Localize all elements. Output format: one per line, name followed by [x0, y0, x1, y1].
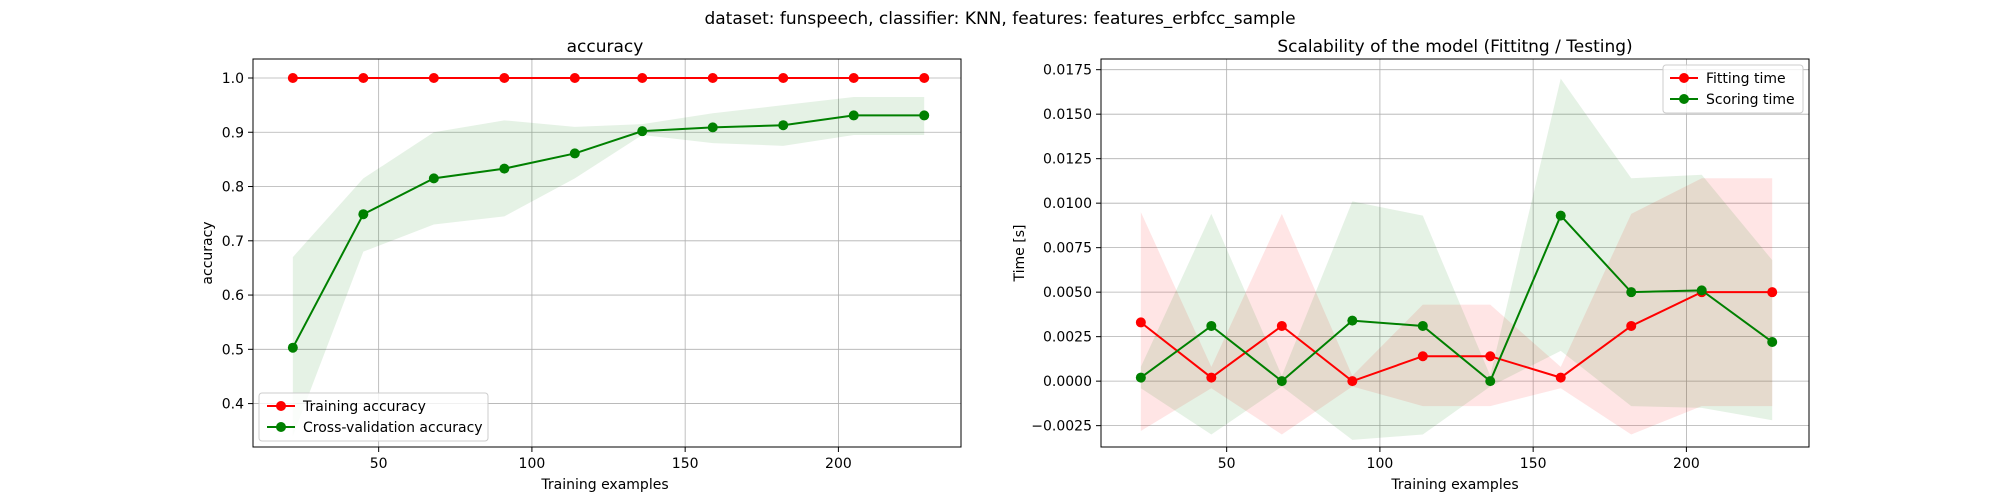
scalability-subplot-title: Scalability of the model (Fittitng / Tes… — [1277, 37, 1632, 57]
cross-validation-accuracy-point — [287, 342, 298, 353]
cross-validation-accuracy-point — [358, 209, 369, 220]
scalability-legend: Fitting time Scoring time — [1662, 64, 1804, 114]
scoring-time-band — [1140, 78, 1773, 440]
training-accuracy-point — [637, 72, 648, 83]
scoring-time-point — [1417, 320, 1428, 331]
training-accuracy-point — [919, 72, 930, 83]
fitting-time-point — [1626, 320, 1637, 331]
scalability-y-tick-label: 0.0100 — [1043, 196, 1092, 212]
accuracy-series-lines — [287, 72, 930, 353]
cross-validation-accuracy-point — [499, 163, 510, 174]
fitting-time-point — [1135, 317, 1146, 328]
scalability-x-tick-label: 150 — [1520, 456, 1547, 472]
accuracy-legend: Training accuracy Cross-validation accur… — [258, 392, 489, 442]
training-accuracy-point — [778, 72, 789, 83]
fitting-time-point — [1555, 372, 1566, 383]
accuracy-y-tick-label: 0.8 — [222, 180, 244, 196]
accuracy-plot-frame — [252, 58, 962, 448]
scalability-subplot: Scalability of the model (Fittitng / Tes… — [1012, 37, 1810, 493]
cross-validation-accuracy-point — [637, 126, 648, 137]
training-accuracy-point — [358, 72, 369, 83]
scoring-time-point — [1206, 320, 1217, 331]
accuracy-y-tick-label: 0.4 — [222, 397, 244, 413]
cross-validation-accuracy-point — [707, 122, 718, 133]
scalability-y-tick-label: 0.0000 — [1043, 374, 1092, 390]
fitting-time-point — [1276, 320, 1287, 331]
legend-fitting-time-marker — [1679, 73, 1689, 83]
scoring-time-point — [1696, 285, 1707, 296]
legend-scoring-time-marker — [1679, 94, 1689, 104]
accuracy-ticks: 50 100 150 200 0.4 0.5 0.6 0.7 0.8 0.9 1.0 — [222, 71, 852, 472]
accuracy-x-tick-label: 150 — [672, 456, 699, 472]
legend-cross-validation-accuracy-marker — [276, 422, 286, 432]
scalability-confidence-bands — [1140, 78, 1773, 440]
scalability-y-tick-label: 0.0075 — [1043, 241, 1092, 257]
fitting-time-point — [1206, 372, 1217, 383]
accuracy-y-axis-label: accuracy — [200, 221, 216, 284]
cross-validation-accuracy-point — [428, 173, 439, 184]
training-accuracy-point — [707, 72, 718, 83]
scoring-time-point — [1276, 376, 1287, 387]
fitting-time-point — [1347, 376, 1358, 387]
scalability-y-axis-label: Time [s] — [1012, 225, 1028, 283]
figure-suptitle: dataset: funspeech, classifier: KNN, fea… — [704, 9, 1295, 29]
accuracy-legend-box — [258, 392, 489, 442]
scalability-x-axis-label: Training examples — [1390, 477, 1518, 493]
cross-validation-accuracy-point — [778, 120, 789, 131]
training-accuracy-point — [287, 72, 298, 83]
cross-validation-accuracy-point — [919, 110, 930, 121]
scalability-y-tick-label: −0.0025 — [1031, 419, 1092, 435]
training-accuracy-point — [848, 72, 859, 83]
cross-validation-accuracy-point — [569, 148, 580, 159]
accuracy-x-tick-label: 100 — [519, 456, 546, 472]
accuracy-x-tick-label: 200 — [825, 456, 852, 472]
training-accuracy-point — [569, 72, 580, 83]
accuracy-x-axis-label: Training examples — [540, 477, 668, 493]
cross-validation-accuracy-line — [291, 114, 925, 349]
scoring-time-line — [1140, 213, 1773, 383]
accuracy-y-tick-label: 0.7 — [222, 234, 244, 250]
accuracy-confidence-bands — [292, 96, 925, 437]
legend-training-accuracy-marker — [276, 401, 286, 411]
scoring-time-point — [1485, 376, 1496, 387]
scoring-time-point — [1555, 210, 1566, 221]
training-accuracy-point — [428, 72, 439, 83]
legend-fitting-time-label: Fitting time — [1706, 71, 1786, 87]
scalability-x-tick-label: 100 — [1367, 456, 1394, 472]
scalability-y-tick-label: 0.0025 — [1043, 330, 1092, 346]
fitting-time-point — [1485, 351, 1496, 362]
fitting-time-band — [1140, 178, 1773, 435]
accuracy-y-tick-label: 0.5 — [222, 342, 244, 358]
legend-scoring-time-label: Scoring time — [1706, 92, 1795, 108]
scalability-x-tick-label: 200 — [1673, 456, 1700, 472]
scalability-y-tick-label: 0.0050 — [1043, 285, 1092, 301]
scalability-y-tick-label: 0.0150 — [1043, 107, 1092, 123]
scoring-time-point — [1767, 336, 1778, 347]
accuracy-subplot-title: accuracy — [567, 37, 644, 57]
scalability-ticks: 50 100 150 200 −0.0025 0.0000 0.0025 0.0050 0.00… — [1031, 63, 1699, 472]
scalability-y-tick-label: 0.0175 — [1043, 63, 1092, 79]
cross-validation-accuracy-band — [292, 96, 925, 437]
accuracy-y-tick-label: 0.9 — [222, 125, 244, 141]
scalability-plot-frame — [1100, 58, 1810, 448]
fitting-time-point — [1417, 351, 1428, 362]
accuracy-y-tick-label: 1.0 — [222, 71, 244, 87]
fitting-time-point — [1767, 287, 1778, 298]
legend-cross-validation-accuracy-label: Cross-validation accuracy — [303, 420, 483, 436]
cross-validation-accuracy-point — [848, 110, 859, 121]
accuracy-x-tick-label: 50 — [370, 456, 388, 472]
legend-training-accuracy-label: Training accuracy — [302, 399, 426, 415]
scoring-time-point — [1135, 372, 1146, 383]
scoring-time-point — [1626, 287, 1637, 298]
scalability-x-tick-label: 50 — [1218, 456, 1236, 472]
scalability-series-lines — [1135, 210, 1778, 387]
scoring-time-point — [1347, 315, 1358, 326]
accuracy-y-tick-label: 0.6 — [222, 288, 244, 304]
accuracy-subplot: accuracy Training examples accuracy 50 10… — [200, 37, 962, 493]
fitting-time-line — [1140, 291, 1773, 383]
scalability-y-tick-label: 0.0125 — [1043, 152, 1092, 168]
training-accuracy-point — [499, 72, 510, 83]
